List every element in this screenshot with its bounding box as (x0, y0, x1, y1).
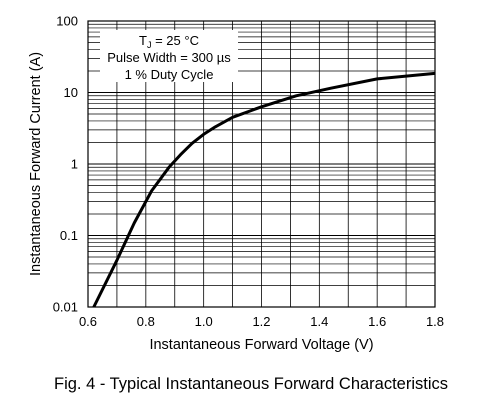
temperature-note: TJ = 25 °C (139, 33, 199, 50)
forward-characteristics-chart: TJ = 25 °C Pulse Width = 300 µs 1 % Duty… (28, 14, 444, 354)
x-tick-label: 1.0 (195, 314, 213, 329)
x-tick-label: 1.4 (310, 314, 328, 329)
temperature-value: = 25 °C (151, 33, 198, 48)
temperature-symbol: T (139, 33, 147, 48)
y-tick-labels: 0.01 0.1 1 10 100 (53, 14, 78, 315)
conditions-box (100, 30, 238, 82)
x-tick-label: 0.6 (79, 314, 97, 329)
duty-cycle-note: 1 % Duty Cycle (125, 67, 214, 82)
figure-caption: Fig. 4 - Typical Instantaneous Forward C… (53, 375, 449, 393)
y-tick-label: 100 (56, 14, 78, 29)
x-tick-label: 0.8 (137, 314, 155, 329)
y-axis-label: Instantaneous Forward Current (A) (28, 52, 44, 276)
y-tick-label: 10 (64, 85, 78, 100)
x-axis-label: Instantaneous Forward Voltage (V) (149, 337, 373, 353)
y-tick-label: 1 (71, 157, 78, 172)
y-tick-label: 0.1 (60, 228, 78, 243)
x-tick-label: 1.2 (252, 314, 270, 329)
y-tick-label: 0.01 (53, 300, 78, 315)
plot-frame (87, 20, 436, 308)
x-tick-labels: 0.6 0.8 1.0 1.2 1.4 1.6 1.8 (79, 314, 444, 329)
temperature-subscript: J (147, 40, 152, 50)
x-tick-label: 1.8 (426, 314, 444, 329)
x-tick-label: 1.6 (368, 314, 386, 329)
grid-lines (88, 21, 435, 307)
series-line (92, 71, 436, 308)
pulse-width-note: Pulse Width = 300 µs (107, 50, 231, 65)
